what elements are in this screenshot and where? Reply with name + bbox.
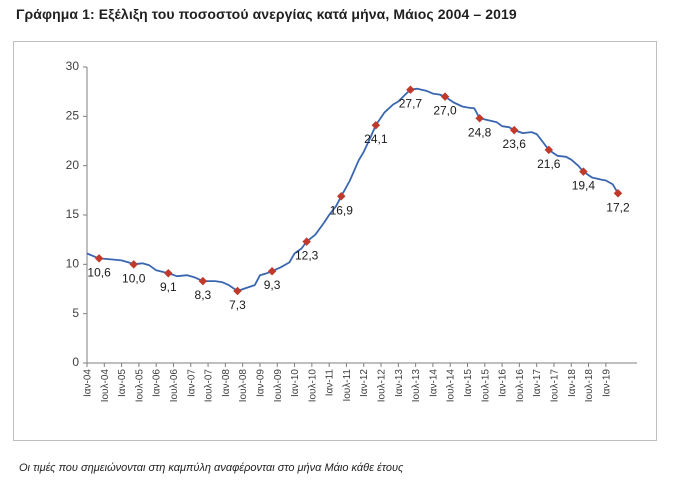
- data-label: 17,2: [606, 200, 630, 214]
- data-point-marker: [267, 266, 277, 276]
- x-axis-ticks: Ιαν-04 Ιουλ-04 Ιαν-05 Ιουλ-05 Ιαν-06 Ιουλ-06 Ι…: [83, 363, 612, 403]
- x-tick-label: Ιουλ-16: [515, 369, 526, 403]
- x-tick-label: Ιαν-08: [221, 369, 232, 397]
- x-tick-label: Ιουλ-17: [549, 369, 560, 403]
- y-tick-label: 25: [66, 109, 80, 123]
- x-tick-label: Ιουλ-07: [204, 369, 215, 403]
- x-tick-label: Ιουλ-08: [238, 369, 249, 403]
- x-tick-label: Ιαν-11: [325, 369, 336, 397]
- y-tick-label: 20: [66, 158, 80, 172]
- footnote: Οι τιμές που σημειώνονται στη καμπύλη αν…: [19, 462, 404, 474]
- data-label: 7,3: [229, 298, 246, 312]
- y-tick-label: 0: [72, 355, 79, 369]
- x-tick-label: Ιαν-19: [601, 369, 612, 397]
- x-tick-label: Ιουλ-05: [134, 369, 145, 403]
- y-tick-label: 30: [66, 59, 80, 73]
- data-point-marker: [337, 192, 346, 201]
- data-point-marker: [371, 120, 381, 130]
- x-tick-label: Ιαν-13: [394, 369, 405, 397]
- data-label: 12,3: [295, 249, 319, 263]
- x-tick-label: Ιουλ-14: [446, 369, 457, 403]
- data-label: 10,0: [122, 271, 146, 285]
- x-tick-label: Ιουλ-18: [584, 369, 595, 403]
- y-axis-ticks: 0 5 10 15 20 25 30: [66, 59, 87, 369]
- series-layer: [86, 87, 619, 292]
- data-point-marker: [509, 125, 519, 135]
- x-tick-label: Ιουλ-12: [377, 369, 388, 403]
- data-point-marker: [164, 268, 173, 278]
- data-point-marker: [129, 260, 138, 269]
- x-tick-label: Ιουλ-06: [169, 369, 180, 403]
- x-tick-label: Ιαν-14: [428, 369, 439, 397]
- data-label: 9,3: [264, 278, 281, 292]
- y-tick-label: 15: [66, 207, 80, 221]
- chart-frame: [13, 41, 657, 441]
- data-label: 27,0: [433, 104, 457, 118]
- x-tick-label: Ιουλ-13: [411, 369, 422, 403]
- markers-layer: [94, 85, 623, 296]
- x-tick-label: Ιαν-12: [359, 369, 370, 397]
- chart-title: Γράφημα 1: Εξέλιξη του ποσοστού ανεργίας…: [16, 6, 517, 22]
- x-tick-label: Ιαν-05: [117, 369, 128, 397]
- x-tick-label: Ιουλ-10: [307, 369, 318, 403]
- x-tick-label: Ιαν-17: [532, 369, 543, 397]
- x-tick-label: Ιαν-09: [255, 369, 266, 397]
- data-label: 19,4: [572, 179, 596, 193]
- x-tick-label: Ιουλ-11: [342, 369, 353, 402]
- data-point-marker: [94, 254, 104, 263]
- axes: [86, 67, 637, 364]
- data-point-marker: [475, 114, 484, 123]
- data-point-marker: [440, 92, 450, 101]
- x-tick-label: Ιαν-18: [567, 369, 578, 397]
- x-tick-label: Ιαν-04: [83, 369, 94, 397]
- y-tick-label: 5: [72, 306, 79, 320]
- x-tick-label: Ιουλ-09: [273, 369, 284, 403]
- data-point-marker: [198, 276, 208, 286]
- x-tick-label: Ιαν-10: [290, 369, 301, 397]
- value-labels-layer: 10,6 10,0 9,1 8,3 7,3 9,3 12,3 16,9 24,1 27,7 27,0…: [87, 97, 630, 312]
- x-tick-label: Ιαν-06: [152, 369, 163, 397]
- data-label: 8,3: [195, 288, 212, 302]
- data-label: 10,6: [87, 265, 111, 279]
- data-label: 24,1: [364, 132, 388, 146]
- data-label: 27,7: [399, 97, 423, 111]
- data-point-marker: [302, 237, 311, 246]
- data-point-marker: [613, 189, 623, 198]
- x-tick-label: Ιαν-15: [463, 369, 474, 397]
- data-label: 23,6: [503, 137, 527, 151]
- x-tick-label: Ιαν-16: [498, 369, 509, 397]
- data-label: 9,1: [160, 280, 177, 294]
- data-label: 24,8: [468, 125, 492, 139]
- y-tick-label: 10: [66, 257, 80, 271]
- data-point-marker: [406, 85, 415, 94]
- x-tick-label: Ιαν-07: [186, 369, 197, 397]
- x-tick-label: Ιουλ-04: [100, 369, 111, 403]
- data-label: 21,6: [537, 157, 561, 171]
- series-line: [86, 87, 619, 292]
- data-point-marker: [233, 286, 242, 296]
- data-label: 16,9: [330, 203, 354, 217]
- x-tick-label: Ιουλ-15: [480, 369, 491, 403]
